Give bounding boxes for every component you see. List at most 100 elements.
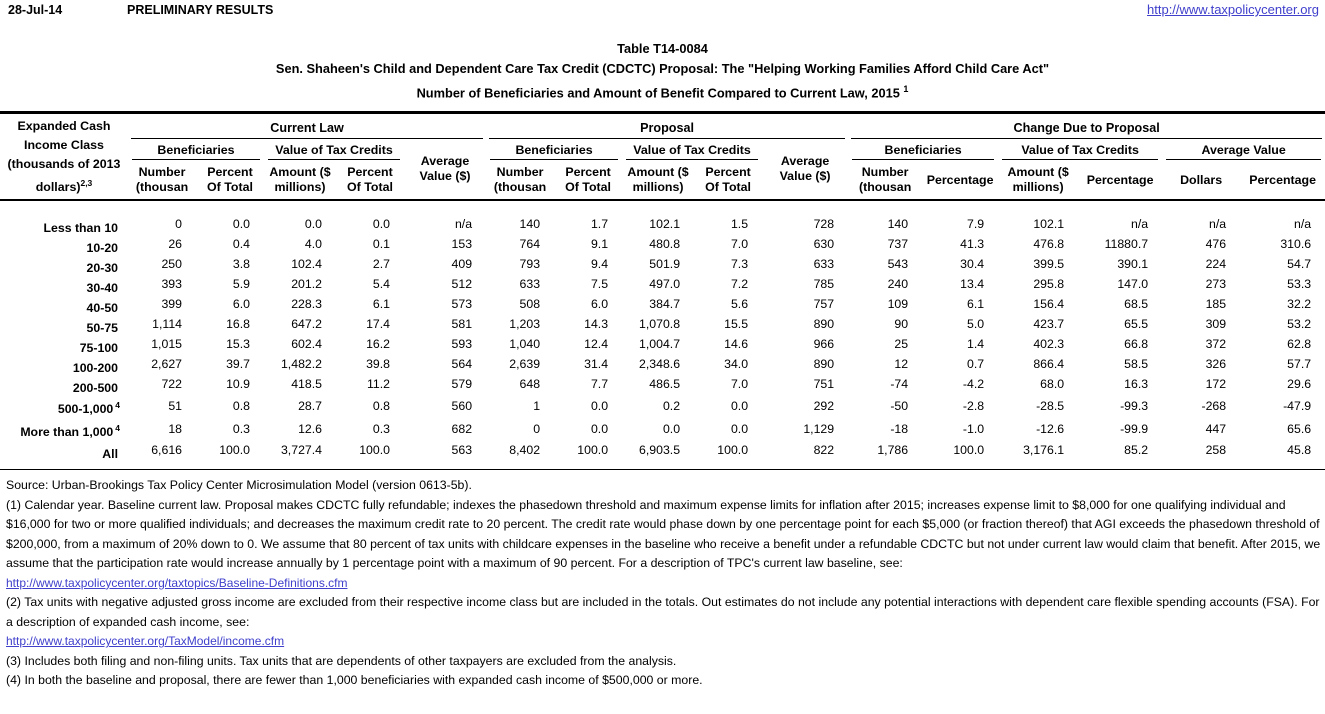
cell-cl-average: 573: [451, 297, 473, 312]
chg-percentage2-header: Percentage: [1086, 172, 1154, 187]
cell-p-percent: 7.7: [590, 377, 609, 392]
cell-chg-percentage: 7.9: [967, 217, 985, 232]
cell-chg-number: 109: [887, 297, 909, 312]
cell-p-percent: 0.0: [590, 421, 609, 436]
cell-p-amount: 6,903.5: [639, 443, 681, 458]
footnotes: Source: Urban-Brookings Tax Policy Cente…: [0, 476, 1325, 691]
cell-chg-percentage: 100.0: [953, 443, 985, 458]
cell-cl-amount: 1,482.2: [280, 357, 322, 372]
cell-chg-amount: 295.8: [1033, 277, 1065, 292]
income-class-label: 75-100: [79, 341, 118, 355]
cell-p-amount: 497.0: [649, 277, 681, 292]
baseline-definitions-link[interactable]: http://www.taxpolicycenter.org/taxtopics…: [6, 575, 348, 590]
cell-p-number: 1,040: [509, 337, 541, 352]
cell-cl-percent: 0.4: [232, 237, 250, 252]
cell-cl-percent-total: 0.8: [372, 398, 390, 413]
cell-cl-percent-total: 100.0: [359, 443, 390, 458]
cell-chg-percentage: -2.8: [962, 398, 985, 413]
chg-percentage3-header: Percentage: [1249, 172, 1317, 187]
cell-p-amount: 2,348.6: [639, 357, 681, 372]
cell-cl-number: 250: [161, 257, 182, 272]
cell-cl-average: 682: [451, 421, 473, 436]
group-header-proposal: Proposal: [486, 114, 848, 140]
cell-cl-number: 2,627: [151, 357, 182, 372]
cell-p-percent-total: 7.0: [730, 377, 749, 392]
cell-cl-number: 1,015: [151, 337, 182, 352]
cell-p-average: 751: [813, 377, 835, 392]
cell-cl-amount: 28.7: [298, 398, 322, 413]
taxpolicycenter-link[interactable]: http://www.taxpolicycenter.org: [1147, 2, 1319, 17]
cell-chg-percentage-avg: 57.7: [1287, 357, 1312, 372]
cell-cl-percent-total: 39.8: [366, 357, 390, 372]
cell-chg-dollars: 372: [1205, 337, 1227, 352]
cell-p-number: 2,639: [509, 357, 541, 372]
table-row: 100-200 2,627 39.7 1,482.2 39.8 564 2,639 31.4…: [0, 354, 1325, 374]
cell-chg-number: -50: [890, 398, 909, 413]
income-class-label: More than 1,000 4: [20, 423, 120, 440]
income-definition-link[interactable]: http://www.taxpolicycenter.org/TaxModel/…: [6, 634, 285, 649]
cell-chg-dollars: 258: [1205, 443, 1227, 458]
cell-cl-percent: 15.3: [226, 337, 250, 352]
cl-percent-total-header: Percent Of Total: [347, 165, 393, 194]
table-header: Expanded Cash Income Class (thousands of…: [0, 114, 1325, 201]
cell-chg-percentage-value: 66.8: [1124, 337, 1149, 352]
cell-cl-amount: 12.6: [298, 421, 322, 436]
preliminary-results-label: PRELIMINARY RESULTS: [127, 3, 274, 17]
income-class-label: 10-20: [86, 241, 118, 255]
cell-chg-dollars: 185: [1205, 297, 1227, 312]
table-top-rule: [0, 111, 1325, 115]
cell-cl-number: 393: [161, 277, 182, 292]
cell-cl-percent: 100.0: [219, 443, 250, 458]
cell-p-average: 292: [813, 398, 835, 413]
cell-chg-percentage-value: 68.5: [1124, 297, 1149, 312]
subtitle: Number of Beneficiaries and Amount of Be…: [416, 84, 909, 101]
income-class-label: 40-50: [86, 301, 118, 315]
cell-chg-percentage-avg: -47.9: [1283, 398, 1312, 413]
cell-cl-percent: 0.8: [232, 398, 250, 413]
cell-chg-dollars: 172: [1205, 377, 1227, 392]
cell-chg-percentage-avg: 32.2: [1287, 297, 1312, 312]
cell-cl-number: 26: [168, 237, 182, 252]
cell-p-percent-total: 34.0: [724, 357, 749, 372]
p-number-header: Number (thousan: [493, 165, 547, 194]
cell-cl-average: n/a: [454, 217, 473, 232]
cell-p-percent: 14.3: [584, 317, 609, 332]
footnote-4: (4) In both the baseline and proposal, t…: [6, 673, 703, 688]
cell-p-amount: 0.0: [662, 421, 681, 436]
cell-chg-percentage-value: 85.2: [1124, 443, 1149, 458]
cell-chg-percentage-value: -99.3: [1120, 398, 1149, 413]
cell-p-amount: 0.2: [662, 398, 681, 413]
cell-p-number: 140: [519, 217, 541, 232]
cell-p-average: 890: [813, 317, 835, 332]
cell-p-average: 890: [813, 357, 835, 372]
table-number-title: Table T14-0084: [617, 41, 708, 56]
p-percent-total-header: Percent Of Total: [705, 165, 751, 194]
chg-percentage-header: Percentage: [926, 172, 994, 187]
cell-chg-percentage-avg: 45.8: [1287, 443, 1312, 458]
cell-p-percent: 0.0: [590, 398, 609, 413]
cell-chg-number: 12: [894, 357, 909, 372]
date-label: 28-Jul-14: [8, 3, 63, 17]
cell-p-amount: 1,004.7: [639, 337, 681, 352]
cell-chg-number: 90: [894, 317, 909, 332]
cell-cl-number: 6,616: [151, 443, 182, 458]
cell-cl-average: 153: [451, 237, 473, 252]
income-class-label: 20-30: [86, 261, 118, 275]
cell-cl-number: 722: [161, 377, 182, 392]
table-row: Less than 10 0 0.0 0.0 0.0 n/a 140 1.7 102.1 1.5…: [0, 200, 1325, 234]
cell-cl-percent-total: 16.2: [366, 337, 390, 352]
group-header-change: Change Due to Proposal: [848, 114, 1325, 140]
cell-cl-amount: 102.4: [291, 257, 322, 272]
table-row: More than 1,000 4 18 0.3 12.6 0.3 682 0 0.0 0.0 0…: [0, 417, 1325, 440]
income-class-label: Less than 10: [43, 221, 119, 235]
cell-p-percent-total: 1.5: [730, 217, 749, 232]
cell-chg-number: 543: [887, 257, 909, 272]
cell-cl-percent: 3.8: [232, 257, 250, 272]
cell-chg-amount: 68.0: [1040, 377, 1065, 392]
cell-p-amount: 480.8: [649, 237, 681, 252]
cell-p-number: 793: [519, 257, 541, 272]
cell-p-amount: 102.1: [649, 217, 681, 232]
p-percent-header: Percent Of Total: [565, 165, 611, 194]
cell-cl-average: 563: [451, 443, 473, 458]
cl-percent-header: Percent Of Total: [207, 165, 253, 194]
